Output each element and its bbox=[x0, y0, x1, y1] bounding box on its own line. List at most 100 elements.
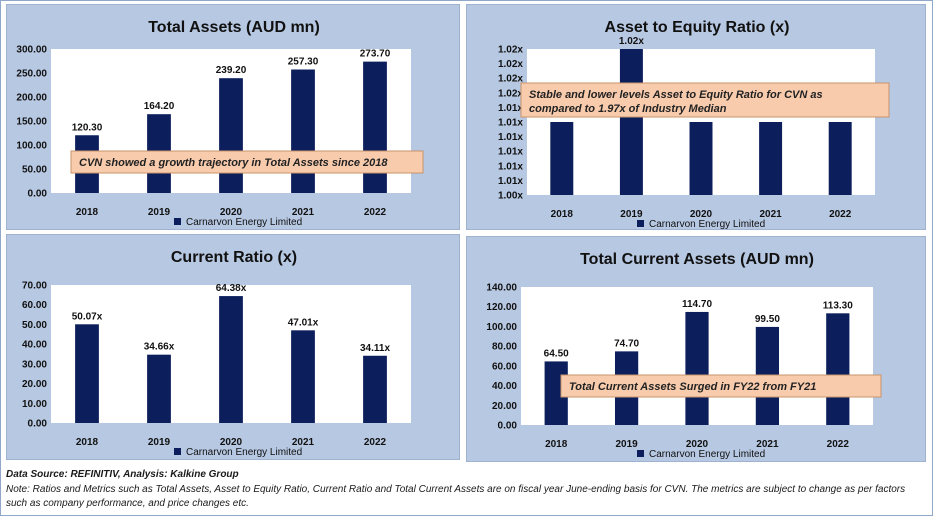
y-tick-label: 60.00 bbox=[22, 300, 47, 311]
y-tick-label: 20.00 bbox=[22, 379, 47, 390]
data-source-text: Data Source: REFINITIV, Analysis: Kalkin… bbox=[6, 469, 239, 480]
data-label-2022: 113.30 bbox=[823, 300, 853, 311]
y-tick-label: 1.01x bbox=[498, 118, 523, 129]
x-tick-label-2022: 2022 bbox=[364, 207, 387, 218]
note-text: Note: Ratios and Metrics such as Total A… bbox=[6, 484, 906, 509]
x-tick-label-2018: 2018 bbox=[545, 439, 568, 450]
y-tick-label: 40.00 bbox=[492, 381, 517, 392]
legend-label: Carnarvon Energy Limited bbox=[186, 217, 302, 228]
current-assets-chart: Total Current Assets (AUD mn) 0.00 20.00 40… bbox=[486, 251, 882, 460]
x-tick-label-2019: 2019 bbox=[615, 439, 638, 450]
data-label-2021: 257.30 bbox=[288, 56, 319, 67]
y-tick-label: 1.01x bbox=[498, 161, 523, 172]
y-tick-label: 150.00 bbox=[16, 117, 47, 128]
bar-2021 bbox=[759, 122, 783, 195]
y-tick-label: 50.00 bbox=[22, 320, 47, 331]
x-tick-label-2020: 2020 bbox=[220, 437, 243, 448]
total-assets-title: Total Assets (AUD mn) bbox=[148, 19, 320, 36]
y-tick-label: 40.00 bbox=[22, 340, 47, 351]
y-tick-label: 30.00 bbox=[22, 359, 47, 370]
bar-2020 bbox=[219, 296, 243, 423]
y-tick-label: 1.01x bbox=[498, 176, 523, 187]
y-tick-label: 1.02x bbox=[498, 88, 523, 99]
bar-2021 bbox=[291, 330, 315, 423]
data-label-2018: 50.07x bbox=[72, 311, 103, 322]
legend-swatch bbox=[637, 450, 644, 457]
x-tick-label-2019: 2019 bbox=[148, 437, 171, 448]
y-tick-label: 1.02x bbox=[498, 59, 523, 70]
x-tick-label-2019: 2019 bbox=[148, 207, 171, 218]
y-tick-label: 1.00x bbox=[498, 191, 523, 202]
y-tick-label: 100.00 bbox=[486, 322, 517, 333]
annotation-box bbox=[560, 374, 882, 398]
legend-label: Carnarvon Energy Limited bbox=[186, 447, 302, 458]
y-tick-label: 1.02x bbox=[498, 45, 523, 56]
y-tick-label: 10.00 bbox=[22, 399, 47, 410]
annotation-box bbox=[520, 82, 890, 118]
legend-label: Carnarvon Energy Limited bbox=[649, 219, 765, 230]
annotation-text: Stable and lower levels Asset to Equity … bbox=[529, 89, 823, 115]
current-assets-title: Total Current Assets (AUD mn) bbox=[580, 251, 814, 268]
y-tick-label: 50.00 bbox=[22, 165, 47, 176]
bar-2021 bbox=[291, 69, 315, 193]
bar-2019 bbox=[147, 354, 171, 423]
data-label-2018: 120.30 bbox=[72, 122, 103, 133]
bar-2020 bbox=[689, 122, 713, 195]
y-tick-label: 70.00 bbox=[22, 281, 47, 292]
legend-swatch bbox=[174, 448, 181, 455]
legend-label: Carnarvon Energy Limited bbox=[649, 449, 765, 460]
y-tick-label: 20.00 bbox=[492, 401, 517, 412]
data-label-2018: 64.50 bbox=[544, 348, 569, 359]
y-tick-label: 120.00 bbox=[486, 302, 517, 313]
x-tick-label-2022: 2022 bbox=[364, 437, 387, 448]
bar-2018 bbox=[75, 324, 99, 423]
data-label-2019: 74.70 bbox=[614, 338, 639, 349]
bar-2022 bbox=[828, 122, 852, 195]
y-tick-label: 1.02x bbox=[498, 74, 523, 85]
asset-equity-panel: Asset to Equity Ratio (x) 1.00x 1.01x 1.01x… bbox=[466, 4, 926, 230]
y-tick-label: 60.00 bbox=[492, 361, 517, 372]
current-ratio-chart: Current Ratio (x) 0.00 10.00 20.00 30.00 40.0… bbox=[22, 249, 411, 458]
y-tick-label: 140.00 bbox=[486, 283, 517, 294]
x-tick-label-2021: 2021 bbox=[292, 207, 315, 218]
legend-swatch bbox=[174, 218, 181, 225]
y-tick-label: 0.00 bbox=[498, 421, 518, 432]
x-tick-label-2022: 2022 bbox=[829, 209, 852, 220]
total-assets-chart: Total Assets (AUD mn) 0.00 50.00 100.00 150.… bbox=[16, 19, 424, 228]
asset-equity-title: Asset to Equity Ratio (x) bbox=[605, 19, 790, 36]
data-label-2021: 47.01x bbox=[288, 317, 319, 328]
x-tick-label-2022: 2022 bbox=[827, 439, 850, 450]
current-ratio-panel: Current Ratio (x) 0.00 10.00 20.00 30.00 40.0… bbox=[6, 234, 460, 460]
x-tick-label-2018: 2018 bbox=[551, 209, 574, 220]
y-tick-label: 300.00 bbox=[16, 45, 47, 56]
x-tick-label-2018: 2018 bbox=[76, 207, 99, 218]
legend-swatch bbox=[637, 220, 644, 227]
x-tick-label-2018: 2018 bbox=[76, 437, 99, 448]
y-tick-label: 250.00 bbox=[16, 69, 47, 80]
y-tick-label: 0.00 bbox=[28, 419, 48, 430]
x-tick-label-2020: 2020 bbox=[690, 209, 713, 220]
y-tick-label: 1.01x bbox=[498, 147, 523, 158]
bar-2019 bbox=[619, 49, 643, 195]
bar-2022 bbox=[826, 313, 850, 425]
annotation-box bbox=[70, 150, 424, 174]
asset-equity-chart: Asset to Equity Ratio (x) 1.00x 1.01x 1.01x… bbox=[498, 19, 890, 230]
x-tick-label-2021: 2021 bbox=[759, 209, 782, 220]
x-tick-label-2020: 2020 bbox=[686, 439, 709, 450]
current-assets-panel: Total Current Assets (AUD mn) 0.00 20.00 40… bbox=[466, 236, 926, 462]
data-label-2019: 34.66x bbox=[144, 342, 175, 353]
bar-2022 bbox=[363, 355, 387, 423]
y-tick-label: 1.01x bbox=[498, 103, 523, 114]
data-label-2020: 239.20 bbox=[216, 65, 247, 76]
data-label-2020: 114.70 bbox=[682, 299, 712, 310]
y-tick-label: 0.00 bbox=[28, 189, 48, 200]
total-assets-panel: Total Assets (AUD mn) 0.00 50.00 100.00 150.… bbox=[6, 4, 460, 230]
data-label-2021: 99.50 bbox=[755, 314, 780, 325]
x-tick-label-2021: 2021 bbox=[756, 439, 779, 450]
bar-2020 bbox=[685, 311, 709, 425]
data-label-2019: 164.20 bbox=[144, 101, 175, 112]
bar-2018 bbox=[550, 122, 574, 195]
x-tick-label-2020: 2020 bbox=[220, 207, 243, 218]
current-ratio-title: Current Ratio (x) bbox=[171, 249, 297, 266]
y-tick-label: 100.00 bbox=[16, 141, 47, 152]
